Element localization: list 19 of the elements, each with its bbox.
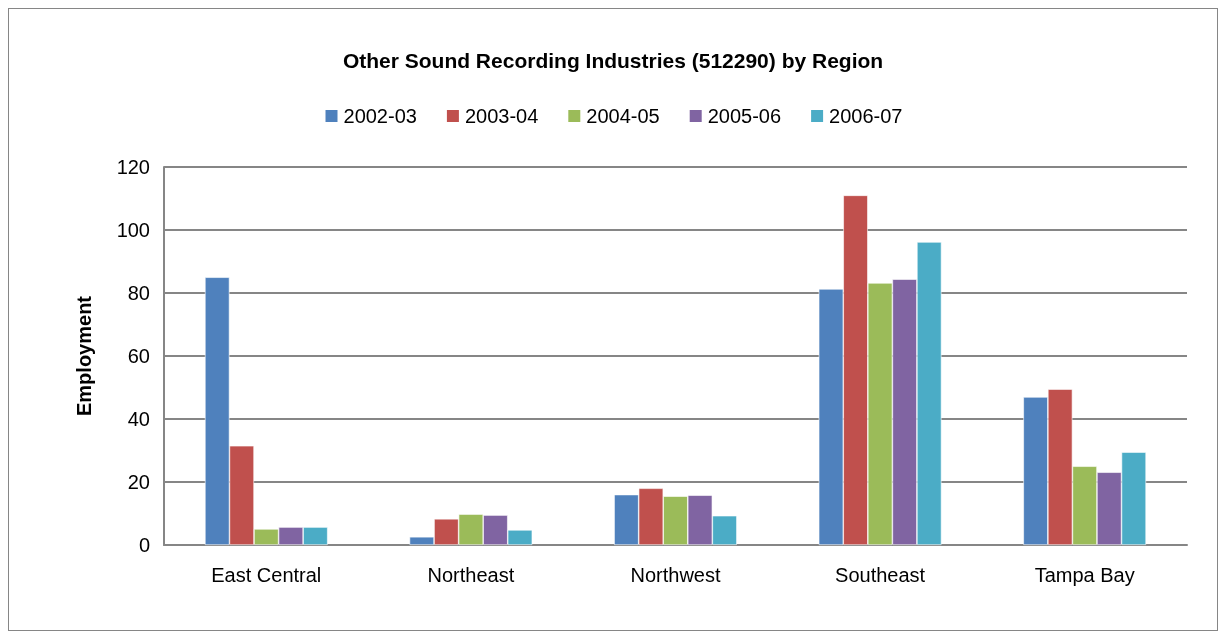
y-tick-label: 80 — [127, 282, 150, 304]
y-tick-label: 20 — [127, 471, 150, 493]
y-tick-label: 120 — [116, 156, 150, 178]
x-tick-label: Northwest — [630, 564, 721, 586]
legend-label: 2006-07 — [829, 105, 903, 127]
y-axis-title: Employment — [73, 295, 95, 417]
legend-label: 2003-04 — [464, 105, 539, 127]
y-tick-label: 60 — [127, 345, 150, 367]
legend-label: 2002-03 — [343, 105, 417, 127]
x-tick-label: East Central — [211, 564, 322, 586]
x-tick-label: Tampa Bay — [1034, 564, 1135, 586]
y-tick-label: 100 — [116, 219, 150, 241]
legend-label: 2005-06 — [707, 105, 782, 127]
y-tick-label: 0 — [138, 534, 150, 556]
chart-title: Other Sound Recording Industries (512290) by Region — [342, 49, 884, 72]
x-tick-label: Southeast — [835, 564, 926, 586]
y-tick-label: 40 — [127, 408, 150, 430]
x-tick-label: Northeast — [427, 564, 515, 586]
legend-label: 2004-05 — [586, 105, 660, 127]
